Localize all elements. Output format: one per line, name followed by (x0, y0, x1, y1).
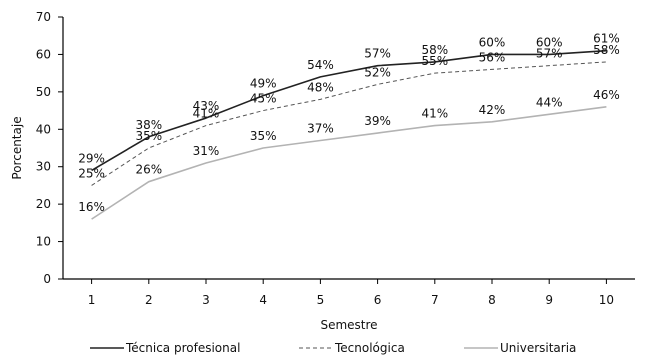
data-label-series-1: 43% (193, 99, 220, 113)
series-line-1 (91, 49, 607, 172)
data-label-series-1: 58% (421, 43, 448, 57)
data-label-series-1: 61% (593, 32, 620, 46)
y-axis-title: Porcentaje (10, 116, 24, 179)
data-label-series-1: 54% (307, 58, 334, 72)
data-label-series-1: 57% (364, 47, 391, 61)
data-label-series-2: 45% (250, 92, 277, 106)
x-tick-label: 5 (317, 293, 325, 307)
data-label-series-2: 55% (421, 54, 448, 68)
data-label-series-3: 41% (421, 107, 448, 121)
x-tick-label: 7 (431, 293, 439, 307)
y-tick-label: 30 (36, 160, 51, 174)
data-label-series-3: 44% (536, 95, 563, 109)
data-label-series-3: 31% (193, 144, 220, 158)
series-line-3 (91, 106, 607, 220)
x-tick-label: 10 (599, 293, 614, 307)
y-tick-label: 60 (36, 47, 51, 61)
y-tick-label: 10 (36, 235, 51, 249)
data-label-series-2: 48% (307, 80, 334, 94)
data-label-series-2: 25% (78, 166, 105, 180)
x-tick-label: 6 (374, 293, 382, 307)
y-tick-label: 0 (43, 272, 51, 286)
data-label-series-2: 41% (193, 107, 220, 121)
x-axis-title: Semestre (320, 318, 377, 332)
chart-axes: 0 10 20 30 40 50 60 70 1 2 3 4 5 6 7 8 9 10 Semestre Porcen… (10, 10, 635, 332)
data-label-series-3: 39% (364, 114, 391, 128)
y-tick-label: 70 (36, 10, 51, 24)
data-label-series-2: 58% (593, 43, 620, 57)
data-label-series-3: 42% (479, 103, 506, 117)
y-tick-label: 50 (36, 85, 51, 99)
x-tick-label: 3 (202, 293, 210, 307)
data-label-series-3: 37% (307, 122, 334, 136)
x-tick-label: 8 (488, 293, 496, 307)
y-tick-label: 20 (36, 197, 51, 211)
data-label-series-1: 49% (250, 77, 277, 91)
data-label-series-3: 16% (78, 200, 105, 214)
data-label-series-3: 35% (250, 129, 277, 143)
y-tick-label: 40 (36, 122, 51, 136)
x-tick-label: 2 (145, 293, 153, 307)
x-tick-label: 1 (88, 293, 96, 307)
data-label-series-2: 57% (536, 47, 563, 61)
data-label-series-3: 26% (135, 163, 162, 177)
series-line-2 (91, 61, 607, 186)
data-label-series-2: 52% (364, 65, 391, 79)
data-label-series-1: 29% (78, 151, 105, 165)
legend-label-2: Tecnológica (334, 341, 405, 355)
data-label-series-2: 56% (479, 50, 506, 64)
series-lines (91, 49, 607, 220)
data-label-series-1: 60% (479, 35, 506, 49)
data-label-series-1: 38% (135, 118, 162, 132)
legend-label-3: Universitaria (500, 341, 576, 355)
data-labels: 29% 38% 43% 49% 54% 57% 58% 60% 60% 61% 25% 35% 41% 4… (78, 32, 619, 214)
data-label-series-1: 60% (536, 35, 563, 49)
data-label-series-3: 46% (593, 88, 620, 102)
chart-legend: Técnica profesional Tecnológica Universita… (90, 341, 576, 355)
x-tick-label: 4 (259, 293, 267, 307)
x-tick-label: 9 (545, 293, 553, 307)
legend-label-1: Técnica profesional (125, 341, 240, 355)
data-label-series-2: 35% (135, 129, 162, 143)
